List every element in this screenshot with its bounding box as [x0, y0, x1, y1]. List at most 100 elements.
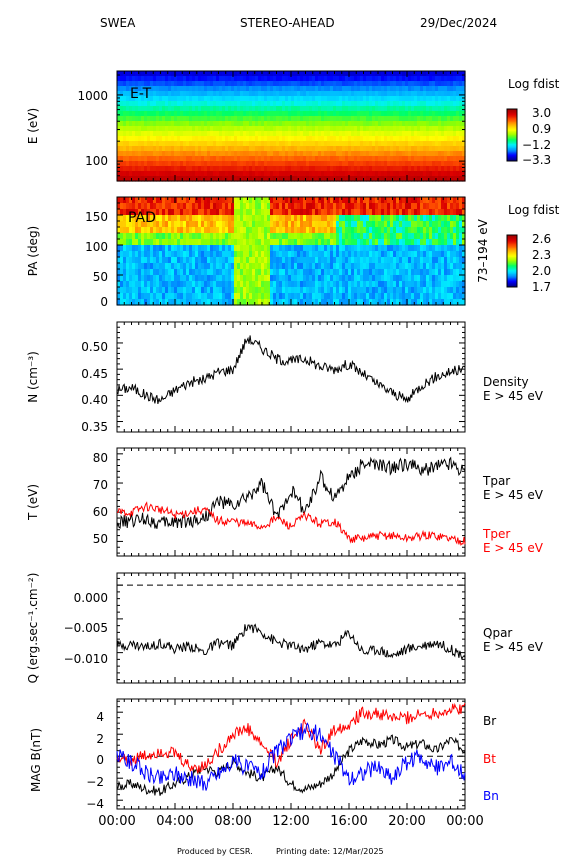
energy-cell	[390, 176, 394, 182]
pitch-angle-cell	[276, 203, 280, 210]
energy-cell	[318, 96, 322, 102]
pitch-angle-cell	[387, 269, 391, 276]
pitch-angle-cell	[225, 275, 229, 282]
pitch-angle-cell	[435, 197, 439, 204]
energy-cell	[159, 126, 163, 132]
energy-cell	[288, 116, 292, 122]
pitch-angle-cell	[126, 269, 130, 276]
energy-cell	[135, 71, 139, 77]
pitch-angle-cell	[315, 257, 319, 264]
colorbar-cell	[507, 116, 517, 119]
pitch-angle-cell	[450, 221, 454, 228]
pitch-angle-cell	[348, 281, 352, 288]
energy-cell	[357, 126, 361, 132]
energy-cell	[357, 81, 361, 87]
energy-cell	[225, 146, 229, 152]
energy-cell	[309, 91, 313, 97]
energy-cell	[366, 151, 370, 157]
pitch-angle-cell	[186, 275, 190, 282]
pitch-angle-cell	[198, 269, 202, 276]
pitch-angle-cell	[186, 269, 190, 276]
energy-cell	[261, 166, 265, 172]
pitch-angle-cell	[138, 203, 142, 210]
energy-cell	[168, 116, 172, 122]
energy-cell	[252, 171, 256, 177]
energy-cell	[426, 156, 430, 162]
pitch-angle-cell	[198, 221, 202, 228]
energy-cell	[330, 126, 334, 132]
energy-cell	[300, 131, 304, 137]
energy-cell	[453, 121, 457, 127]
pitch-angle-cell	[141, 215, 145, 222]
energy-cell	[150, 96, 154, 102]
energy-cell	[168, 121, 172, 127]
energy-cell	[402, 131, 406, 137]
pitch-angle-cell	[369, 215, 373, 222]
pitch-angle-cell	[444, 251, 448, 258]
energy-cell	[135, 141, 139, 147]
pitch-angle-cell	[249, 299, 253, 306]
energy-cell	[411, 76, 415, 82]
pitch-angle-cell	[336, 263, 340, 270]
pitch-angle-cell	[126, 251, 130, 258]
pitch-angle-cell	[315, 245, 319, 252]
energy-cell	[279, 171, 283, 177]
pitch-angle-cell	[294, 245, 298, 252]
energy-cell	[231, 116, 235, 122]
pitch-angle-cell	[234, 233, 238, 240]
energy-cell	[267, 81, 271, 87]
pitch-angle-cell	[426, 269, 430, 276]
pitch-angle-cell	[252, 221, 256, 228]
pitch-angle-cell	[375, 209, 379, 216]
pitch-angle-cell	[171, 227, 175, 234]
pitch-angle-cell	[375, 245, 379, 252]
energy-cell	[231, 106, 235, 112]
pitch-angle-cell	[261, 257, 265, 264]
energy-cell	[378, 141, 382, 147]
pitch-angle-cell	[156, 209, 160, 216]
energy-cell	[294, 156, 298, 162]
pitch-angle-cell	[153, 233, 157, 240]
pitch-angle-cell	[177, 227, 181, 234]
energy-cell	[426, 71, 430, 77]
pitch-angle-cell	[282, 203, 286, 210]
pitch-angle-cell	[189, 281, 193, 288]
pitch-angle-cell	[336, 281, 340, 288]
energy-cell	[276, 71, 280, 77]
pitch-angle-cell	[306, 287, 310, 294]
energy-cell	[462, 176, 466, 182]
pitch-angle-cell	[414, 209, 418, 216]
energy-cell	[120, 131, 124, 137]
pitch-angle-cell	[399, 233, 403, 240]
energy-cell	[231, 91, 235, 97]
pitch-angle-cell	[339, 299, 343, 306]
energy-cell	[363, 141, 367, 147]
pitch-angle-cell	[375, 287, 379, 294]
energy-cell	[330, 156, 334, 162]
energy-cell	[306, 101, 310, 107]
pitch-angle-cell	[189, 269, 193, 276]
energy-cell	[150, 141, 154, 147]
pitch-angle-cell	[459, 221, 463, 228]
pitch-angle-cell	[186, 263, 190, 270]
energy-cell	[183, 106, 187, 112]
pitch-angle-cell	[411, 221, 415, 228]
pitch-angle-cell	[351, 215, 355, 222]
pitch-angle-cell	[150, 203, 154, 210]
energy-cell	[246, 166, 250, 172]
energy-cell	[207, 146, 211, 152]
energy-cell	[273, 111, 277, 117]
pitch-angle-cell	[288, 245, 292, 252]
energy-cell	[213, 146, 217, 152]
pitch-angle-cell	[189, 287, 193, 294]
pitch-angle-cell	[210, 209, 214, 216]
pitch-angle-cell	[279, 293, 283, 300]
energy-cell	[375, 136, 379, 142]
pitch-angle-cell	[459, 233, 463, 240]
energy-cell	[177, 131, 181, 137]
energy-cell	[210, 106, 214, 112]
energy-cell	[345, 76, 349, 82]
pitch-angle-cell	[378, 257, 382, 264]
pitch-angle-ytick-50: 50	[93, 270, 108, 284]
energy-cell	[411, 116, 415, 122]
